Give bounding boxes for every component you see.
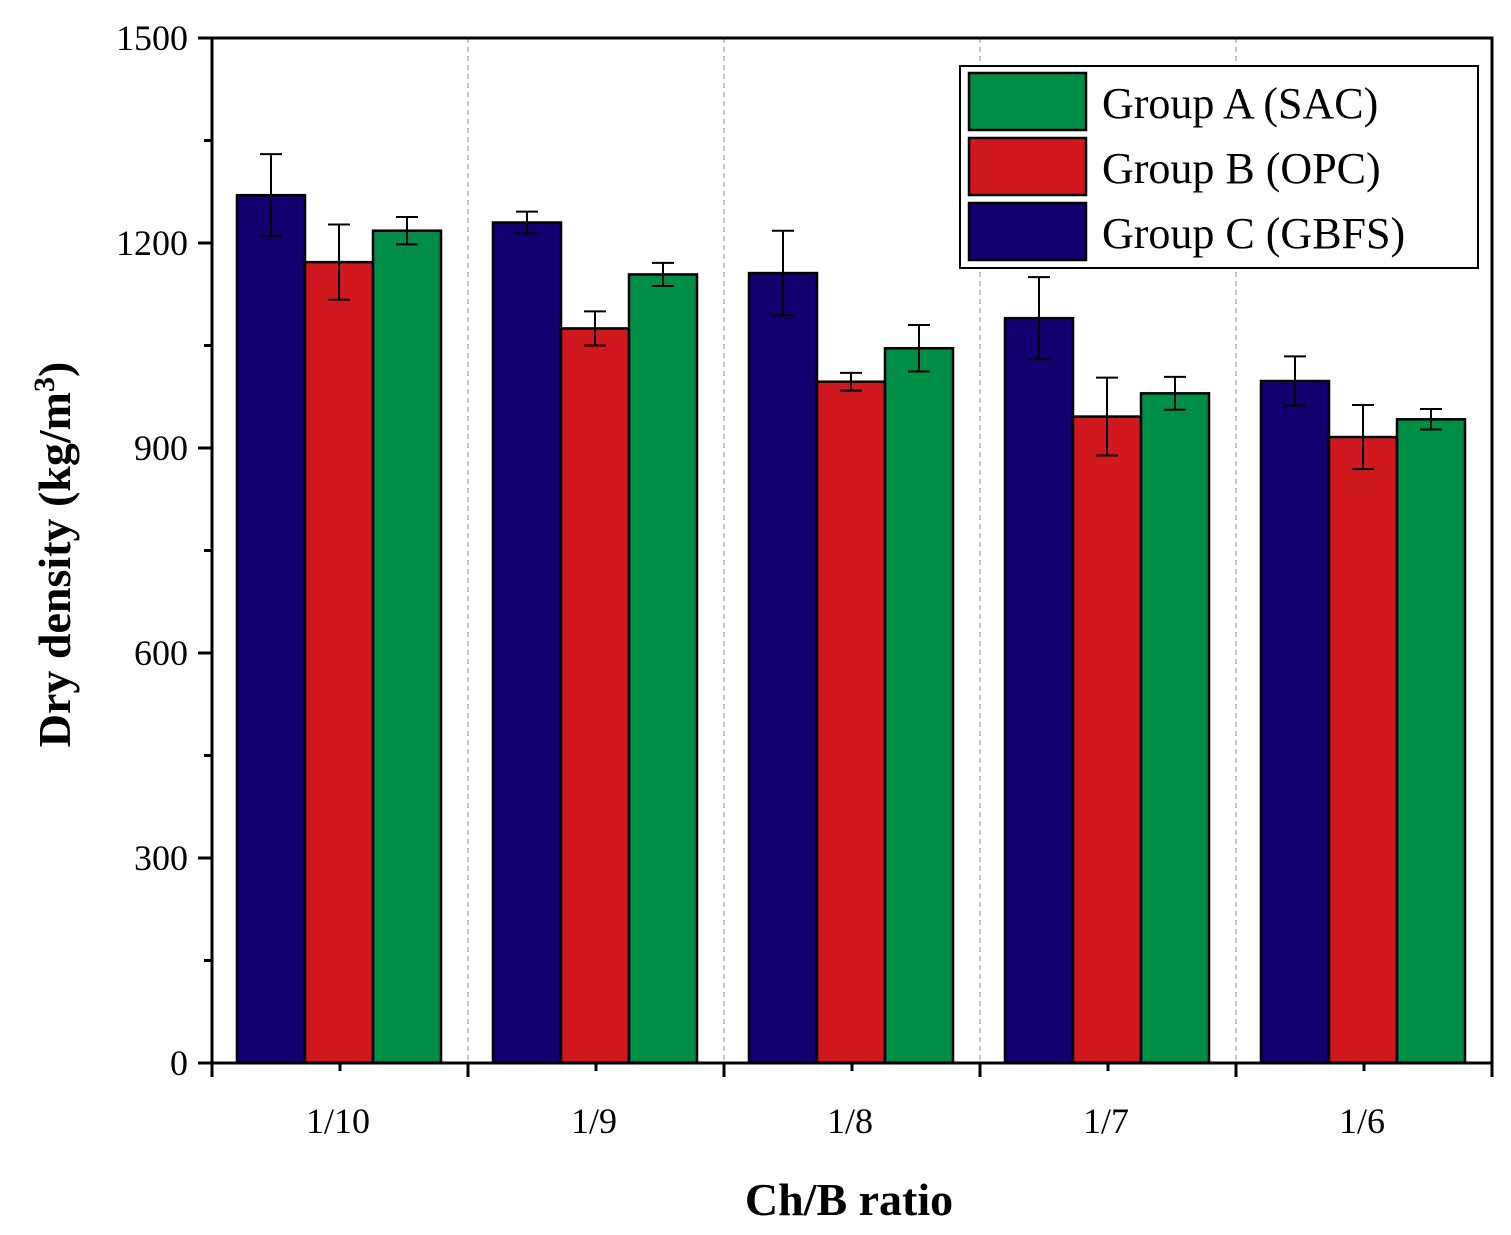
bar — [559, 327, 631, 1065]
y-tick-label: 0 — [170, 1043, 188, 1083]
y-tick-label: 600 — [134, 633, 188, 673]
y-axis-title: Dry density (kg/m3) — [28, 362, 81, 748]
legend-swatch — [967, 201, 1088, 262]
bar — [883, 346, 955, 1065]
legend-label: Group B (OPC) — [1102, 144, 1381, 193]
y-axis-title-main: Dry density (kg/m — [29, 392, 80, 747]
bar — [1327, 435, 1399, 1065]
bar — [303, 260, 375, 1065]
error-bars — [260, 153, 1442, 471]
bar — [1003, 316, 1075, 1065]
bar — [627, 273, 699, 1065]
x-tick-label: 1/7 — [1083, 1101, 1129, 1141]
x-tick-label: 1/10 — [306, 1101, 370, 1141]
x-axis-title: Ch/B ratio — [745, 1174, 953, 1225]
y-tick-label: 1200 — [116, 223, 188, 263]
legend: Group A (SAC) Group B (OPC) Group C (GBFS) — [959, 65, 1479, 269]
bars — [235, 193, 1467, 1065]
bar — [1071, 415, 1143, 1065]
x-tick-label: 1/8 — [827, 1101, 873, 1141]
bar — [235, 193, 307, 1065]
bar — [815, 380, 887, 1065]
x-tick-label: 1/9 — [571, 1101, 617, 1141]
x-tick-label: 1/6 — [1339, 1101, 1385, 1141]
legend-swatch — [967, 71, 1088, 132]
y-tick-label: 1500 — [116, 18, 188, 58]
bar — [371, 229, 443, 1065]
bar — [491, 221, 563, 1065]
bar — [747, 271, 819, 1065]
legend-label: Group C (GBFS) — [1102, 209, 1405, 258]
legend-swatch — [967, 136, 1088, 197]
legend-label: Group A (SAC) — [1102, 79, 1378, 128]
bar — [1259, 379, 1331, 1065]
bar — [1395, 418, 1467, 1065]
x-axis-ticks: 1/10 1/9 1/8 1/7 1/6 — [210, 1063, 1494, 1141]
y-axis-title-close: ) — [29, 362, 80, 377]
y-tick-label: 900 — [134, 428, 188, 468]
y-axis-title-superscript: 3 — [28, 377, 61, 392]
y-axis-ticks: 0 300 600 900 1200 1500 — [116, 18, 212, 1083]
y-tick-label: 300 — [134, 838, 188, 878]
bar — [1139, 392, 1211, 1065]
